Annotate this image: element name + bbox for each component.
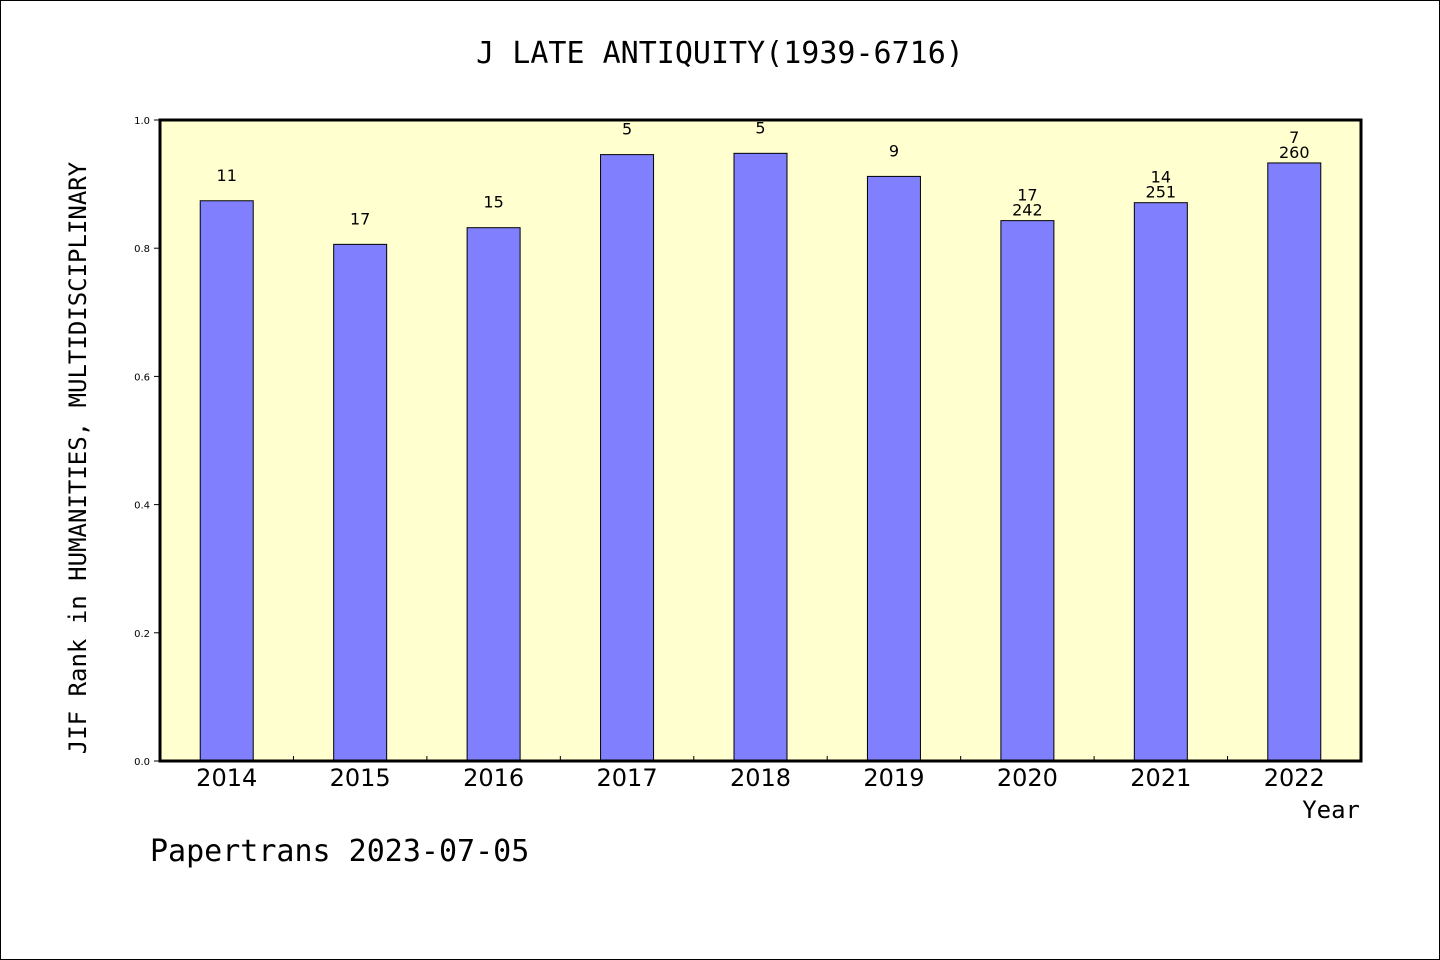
y-tick-label: 0.8 <box>134 244 150 255</box>
bar <box>866 175 921 762</box>
bar-rank-label: 11 <box>217 166 237 185</box>
x-tick-label: 2015 <box>330 764 391 792</box>
bar-total-label: 260 <box>1279 143 1310 162</box>
bar <box>600 154 655 762</box>
bar <box>466 227 521 762</box>
x-tick-label: 2022 <box>1264 764 1325 792</box>
bar <box>733 152 788 762</box>
bar <box>1133 202 1188 762</box>
x-tick-label: 2016 <box>463 764 524 792</box>
x-tick-label: 2020 <box>997 764 1058 792</box>
bar-rank-label: 9 <box>889 141 899 160</box>
bar <box>333 243 388 762</box>
bar-total-label: 251 <box>1146 183 1177 202</box>
bar-rank-label: 17 <box>350 209 370 228</box>
footer-watermark: Papertrans 2023-07-05 <box>150 834 530 869</box>
bar <box>199 200 254 762</box>
bar-rank-label: 15 <box>483 193 503 212</box>
chart-title: J LATE ANTIQUITY(1939-6716) <box>476 36 964 71</box>
x-tick-label: 2018 <box>730 764 791 792</box>
bar-rank-label: 7 <box>1289 128 1299 147</box>
x-tick-label: 2021 <box>1130 764 1191 792</box>
bar-rank-label: 5 <box>622 120 632 139</box>
y-tick-label: 0.0 <box>134 757 150 768</box>
plot-border <box>158 118 1363 763</box>
y-tick-label: 1.0 <box>134 116 150 127</box>
bar <box>1267 162 1322 762</box>
bar-rank-label: 17 <box>1017 186 1037 205</box>
x-tick-label: 2019 <box>863 764 924 792</box>
bar <box>1000 220 1055 762</box>
bar-total-label: 242 <box>1012 201 1043 220</box>
bar-rank-label: 14 <box>1151 168 1171 187</box>
y-tick-label: 0.6 <box>134 372 150 383</box>
x-axis-label: Year <box>1302 796 1360 824</box>
y-tick-label: 0.4 <box>134 501 150 512</box>
bar-rank-label: 5 <box>755 118 765 137</box>
x-tick-label: 2017 <box>597 764 658 792</box>
x-tick-label: 2014 <box>196 764 257 792</box>
y-tick-label: 0.2 <box>134 629 150 640</box>
